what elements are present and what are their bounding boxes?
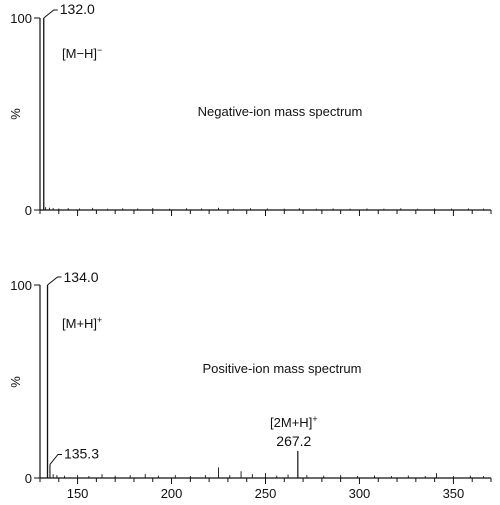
panel-negative: 100 0 % 132.0 [M−H]− Negative-ion mass s… [8,1,492,218]
y-tick-label: 0 [25,203,32,218]
minor-peaks [45,207,484,210]
x-tick-labels: 150 200 250 300 350 [67,486,465,501]
peak-label-leader [43,9,58,19]
ion-annotation: [2M+H]+ [270,414,318,430]
x-tick-label: 200 [161,486,183,501]
ion-annotation: [M+H]+ [62,315,102,331]
peak-label-leader [47,276,62,286]
x-tick-label: 350 [443,486,465,501]
x-tick-label: 300 [349,486,371,501]
peak-label-leader [49,453,62,465]
y-tick-label: 0 [25,471,32,486]
y-axis-label: % [8,108,23,120]
x-tick-label: 250 [255,486,277,501]
peak-label: 134.0 [64,269,99,285]
x-tick-marks [39,478,492,484]
panel-positive: 100 0 % 150 200 250 300 350 134.0 135.3 … [8,269,492,501]
panel-title: Positive-ion mass spectrum [203,361,362,376]
y-axis-label: % [8,376,23,388]
peak-label: 135.3 [64,445,99,461]
peak-label: 132.0 [60,1,95,17]
minor-peaks [52,467,484,478]
panel-title: Negative-ion mass spectrum [198,104,363,119]
x-tick-label: 150 [67,486,89,501]
peak-label: 267.2 [276,433,311,449]
y-tick-label: 100 [10,278,32,293]
x-tick-marks [39,210,492,216]
y-tick-label: 100 [10,11,32,26]
ion-annotation: [M−H]− [62,45,102,61]
